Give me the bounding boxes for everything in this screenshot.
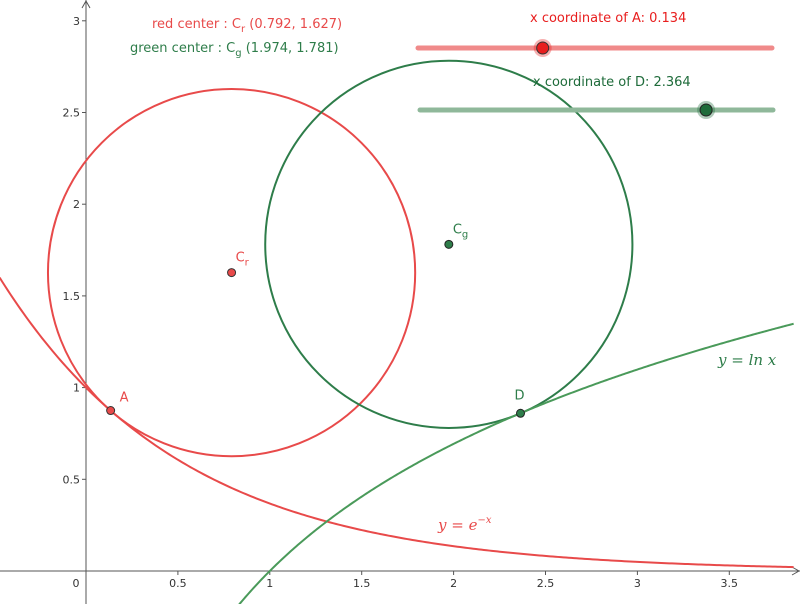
slider-a[interactable]: x coordinate of A: 0.134 [415, 11, 775, 57]
x-tick-label: 3.5 [721, 577, 739, 590]
slider-d[interactable]: x coordinate of D: 2.364 [417, 75, 776, 119]
slider-a-label: x coordinate of A: 0.134 [530, 11, 686, 26]
ln-curve-label: y = ln x [717, 351, 777, 369]
y-tick-label: 1.5 [63, 290, 81, 303]
x-tick-label: 1 [266, 577, 273, 590]
y-tick-label: 3 [73, 15, 80, 28]
x-tick-label: 2 [450, 577, 457, 590]
y-axis-arrow [81, 0, 91, 9]
red-circle[interactable] [46, 88, 417, 458]
tick-labels: 0 0.5 1 1.5 2 2.5 3 3.5 0.5 1 1.5 2 2.5 3 [63, 15, 739, 590]
point-d-label: D [515, 388, 525, 403]
x-tick-label: 3 [634, 577, 641, 590]
point-a[interactable]: A [106, 391, 129, 416]
point-green-center-label: Cg [453, 222, 468, 240]
exp-curve-label: y = e−x [437, 515, 492, 534]
x-tick-label: 2.5 [537, 577, 555, 590]
point-d[interactable]: D [515, 388, 526, 418]
point-red-center[interactable]: Cr [227, 251, 250, 278]
point-red-center-label: Cr [236, 251, 250, 269]
point-green-center[interactable]: Cg [444, 222, 468, 249]
ln-curve[interactable] [224, 322, 794, 604]
x-tick-label: 0.5 [169, 577, 187, 590]
y-tick-label: 2 [73, 198, 80, 211]
point-a-label: A [120, 391, 129, 406]
exp-curve[interactable] [0, 277, 794, 569]
x-tick-label: 1.5 [353, 577, 371, 590]
slider-d-handle[interactable] [699, 103, 713, 117]
y-tick-label: 2.5 [63, 107, 81, 120]
x-tick-label: 0 [73, 577, 80, 590]
x-axis-arrow [791, 566, 800, 576]
y-tick-label: 1 [73, 382, 80, 395]
slider-a-handle[interactable] [536, 41, 550, 55]
y-tick-label: 0.5 [63, 473, 81, 486]
green-circle[interactable] [264, 59, 634, 429]
red-center-readout: red center : Cr (0.792, 1.627) [152, 17, 342, 35]
green-center-readout: green center : Cg (1.974, 1.781) [130, 41, 339, 59]
slider-d-label: x coordinate of D: 2.364 [533, 75, 691, 90]
